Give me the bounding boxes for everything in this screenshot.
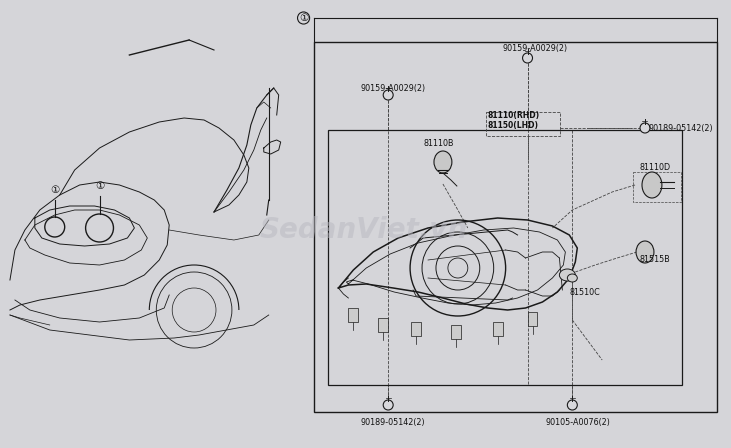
Text: 90159-A0029(2): 90159-A0029(2): [503, 43, 568, 52]
Text: 81110D: 81110D: [639, 163, 670, 172]
Text: ①: ①: [299, 13, 308, 23]
Text: 81515B: 81515B: [639, 255, 670, 264]
Text: 81110B: 81110B: [423, 139, 453, 148]
Text: 90189-05142(2): 90189-05142(2): [360, 418, 425, 427]
Bar: [349, 308, 358, 322]
Ellipse shape: [559, 269, 575, 281]
Bar: [633, 172, 681, 202]
Ellipse shape: [434, 151, 452, 173]
Circle shape: [640, 123, 650, 133]
Text: 81150(LHD): 81150(LHD): [488, 121, 539, 130]
Text: 90189-05142(2): 90189-05142(2): [649, 124, 713, 133]
Bar: [328, 130, 682, 385]
Bar: [485, 112, 561, 136]
Text: 90159-A0029(2): 90159-A0029(2): [360, 83, 425, 92]
Text: 90105-A0076(2): 90105-A0076(2): [545, 418, 610, 427]
Ellipse shape: [636, 241, 654, 263]
Circle shape: [523, 53, 532, 63]
Text: 81510C: 81510C: [569, 288, 600, 297]
Bar: [493, 322, 503, 336]
Bar: [411, 322, 421, 336]
Circle shape: [383, 400, 393, 410]
Circle shape: [383, 90, 393, 100]
Ellipse shape: [642, 172, 662, 198]
Bar: [378, 318, 388, 332]
Text: ①: ①: [50, 185, 59, 195]
Text: ①: ①: [95, 181, 104, 191]
Text: 81110(RHD): 81110(RHD): [488, 111, 540, 120]
Text: SedanViet.vn: SedanViet.vn: [260, 216, 467, 244]
Bar: [314, 42, 716, 412]
Bar: [528, 312, 537, 326]
Circle shape: [567, 400, 577, 410]
Bar: [451, 325, 461, 339]
Ellipse shape: [567, 274, 577, 282]
